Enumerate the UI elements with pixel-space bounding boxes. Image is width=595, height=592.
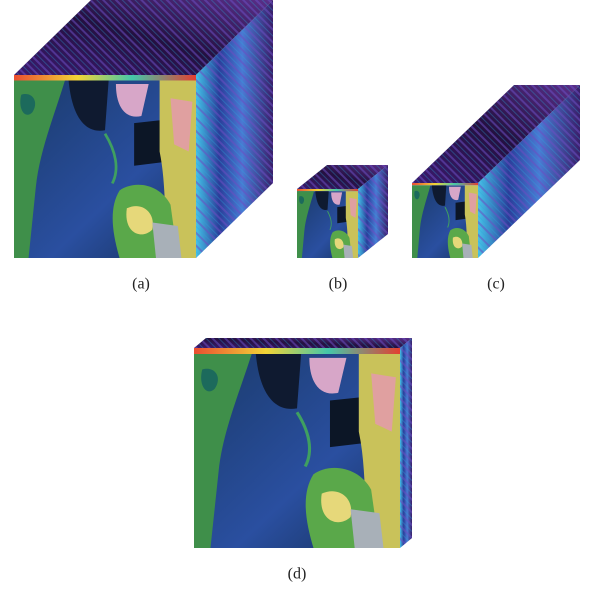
cube-front bbox=[194, 354, 400, 548]
cube-rim bbox=[194, 348, 400, 354]
panel-label: (d) bbox=[288, 566, 307, 583]
panel-label: (b) bbox=[329, 276, 348, 293]
cube-front bbox=[297, 191, 358, 258]
figure: (a) (b) (c) (d) bbox=[0, 0, 595, 592]
cubes bbox=[14, 0, 580, 548]
cube-rim bbox=[412, 183, 478, 185]
cube-rim bbox=[297, 189, 358, 191]
cube-front bbox=[412, 185, 478, 258]
cube-top-stripes bbox=[194, 338, 412, 348]
panel-label: (c) bbox=[487, 276, 505, 293]
panel-label: (a) bbox=[132, 276, 150, 293]
cube-front bbox=[14, 80, 196, 258]
cube-side-stripes bbox=[400, 338, 412, 548]
cube-rim bbox=[14, 75, 196, 80]
